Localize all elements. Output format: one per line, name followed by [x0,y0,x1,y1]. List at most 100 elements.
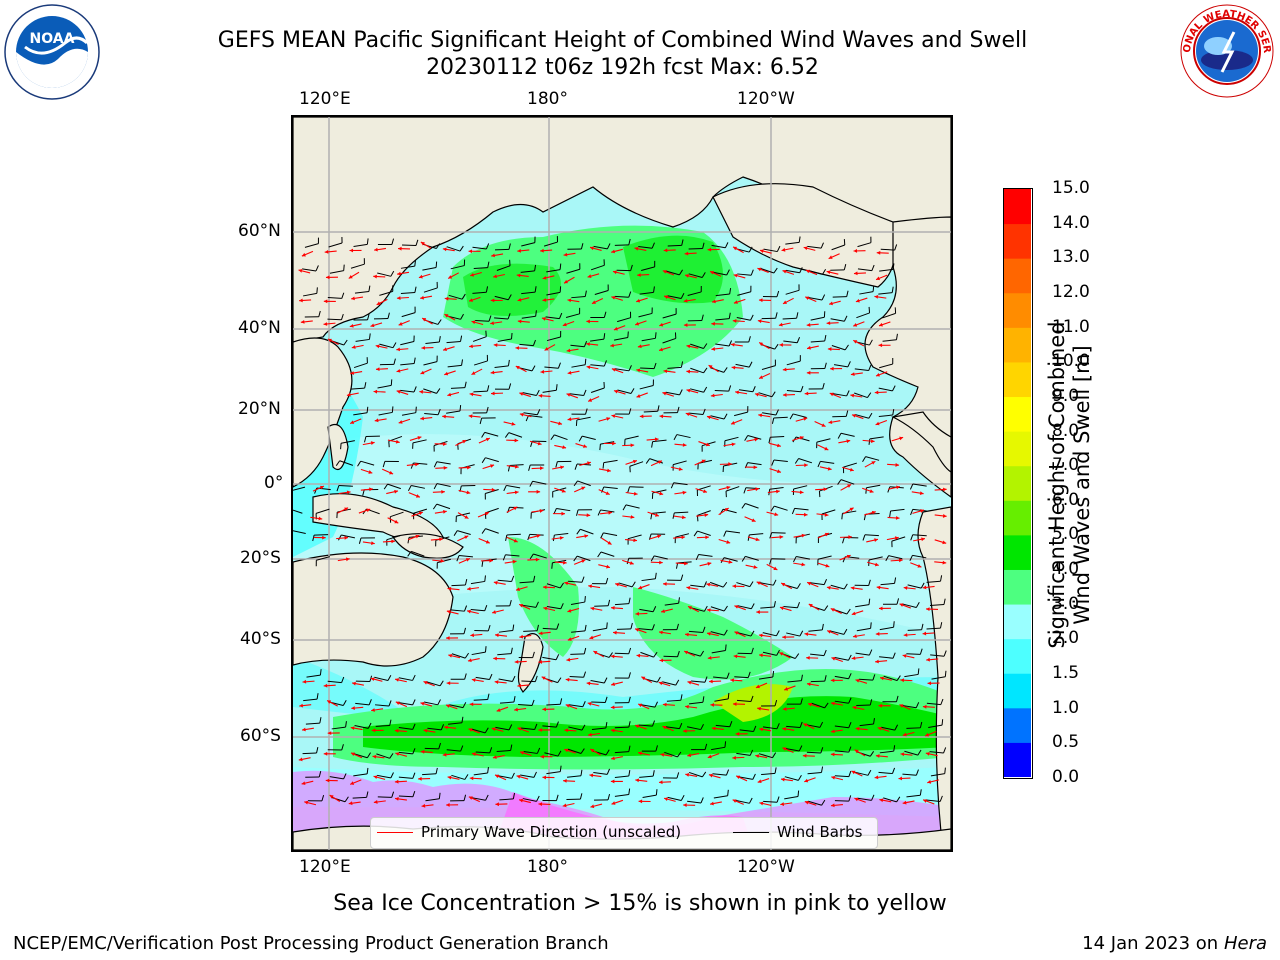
wind-barb [837,479,855,485]
wind-barb [881,724,899,731]
wave-direction-arrow [398,246,411,251]
wind-barb [638,720,656,727]
wind-barb [769,532,786,539]
wind-barb [832,410,849,418]
wind-barb [817,460,835,468]
wave-direction-arrow [710,393,723,398]
wind-barb [518,651,535,659]
wind-barb [929,598,946,606]
wave-direction-arrow [649,534,662,540]
wind-barb [592,622,608,632]
wave-direction-arrow [370,677,383,682]
wave-direction-arrow [779,652,791,659]
lon-tick-top-180: 180° [527,89,568,109]
wind-barb [303,287,318,297]
wave-direction-arrow [876,250,889,255]
wind-barb [909,554,927,561]
wind-barb [712,769,730,776]
wave-direction-arrow [769,442,781,448]
wave-direction-arrow [360,468,373,474]
wave-direction-arrow [563,276,575,284]
wind-barb [566,793,583,800]
wind-barb [519,339,536,347]
wave-direction-arrow [663,582,676,586]
wave-direction-arrow [854,797,866,803]
wave-direction-arrow [611,295,623,301]
wind-barb [529,553,547,560]
wind-barb [879,621,895,631]
wind-barb [331,721,347,730]
wave-direction-arrow [830,608,842,615]
wind-barb [505,533,521,541]
wind-barb [451,774,469,780]
wave-direction-arrow [826,585,839,590]
wind-barb [670,482,688,489]
wind-barb [769,558,786,565]
wind-barb [906,721,923,729]
wind-barb [931,670,947,680]
wind-barb [762,649,780,656]
wave-direction-arrow [650,560,663,565]
wave-direction-arrow [733,298,746,304]
wind-barb [663,650,680,658]
wave-direction-arrow [806,323,819,327]
wind-barb [865,484,881,494]
wave-direction-arrow [646,437,659,442]
wind-barb [690,386,708,393]
wave-direction-arrow [409,436,422,441]
wave-direction-arrow [663,797,676,802]
wind-barb [701,441,716,452]
wind-barb [518,699,535,707]
wave-direction-arrow [444,296,457,301]
wind-barb [470,604,488,612]
wave-direction-arrow [634,628,647,634]
wave-direction-arrows-layer [298,241,947,809]
wind-barb [523,624,539,632]
wave-direction-arrow [634,320,647,326]
wave-direction-arrow [471,368,483,376]
wave-direction-arrow [842,466,854,472]
land-south-america [917,506,951,850]
wind-barb [926,698,944,706]
wave-direction-arrow [791,490,804,495]
wave-direction-arrow [687,680,700,686]
wind-barb [763,245,781,253]
wind-barb [714,385,732,392]
wave-direction-arrow [491,727,504,732]
wave-direction-arrow [887,463,900,467]
wave-direction-arrow [759,801,772,806]
wave-direction-arrow [780,802,793,806]
wave-direction-arrow [926,657,939,662]
wave-direction-arrow [636,653,649,658]
wave-direction-arrow [515,586,528,591]
wave-direction-arrow [538,728,551,732]
wave-direction-arrow [862,487,874,493]
wave-direction-arrow [934,514,947,518]
wave-direction-arrow [298,757,311,762]
wave-direction-arrow [394,797,407,801]
wave-direction-arrow [542,585,555,590]
wind-barb [617,388,635,395]
wave-direction-arrow [435,465,448,470]
wind-barb [522,601,539,608]
wave-direction-arrow [851,770,863,777]
wave-direction-arrow [732,319,745,323]
wind-barb [503,484,521,492]
wave-direction-arrow [373,274,386,279]
wave-direction-arrow [756,581,768,588]
wind-barb [568,724,586,731]
wave-direction-arrow [734,605,746,611]
wave-direction-arrow [396,347,409,352]
wave-direction-arrow [636,297,648,303]
wind-barb [885,555,903,562]
wave-direction-arrow [466,586,480,591]
wind-barb [736,749,754,756]
wave-direction-arrow [899,704,911,711]
wind-barb [672,511,689,519]
wind-barb [573,480,591,487]
wind-barb [737,285,752,296]
wind-barb [696,485,711,496]
credit-date: 14 Jan 2023 on Hera [1082,933,1267,954]
wind-barb [626,557,643,565]
wave-direction-arrow [878,703,891,708]
